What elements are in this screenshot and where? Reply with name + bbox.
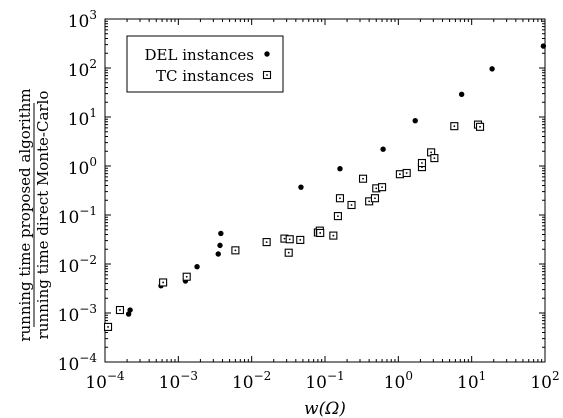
data-point-tc-dot xyxy=(185,275,188,278)
legend-label-tc: TC instances xyxy=(156,67,254,85)
y-tick-label: 10−1 xyxy=(58,204,97,228)
data-point-del xyxy=(540,43,547,49)
data-point-tc-dot xyxy=(299,239,302,241)
data-point-tc xyxy=(262,238,271,247)
x-tick-label: 100 xyxy=(384,369,413,393)
data-point-del xyxy=(412,118,418,124)
y-axis-label: running time proposed algorithm running … xyxy=(16,88,52,341)
data-point-tc xyxy=(430,154,439,163)
data-point-tc-dot xyxy=(319,232,322,234)
data-point-tc-dot xyxy=(162,281,165,284)
data-point-tc-dot xyxy=(374,197,376,200)
data-point-tc xyxy=(182,272,191,281)
data-point-tc xyxy=(296,235,305,244)
data-point-tc-dot xyxy=(368,200,371,203)
x-tick-label: 10−1 xyxy=(305,369,344,393)
y-tick-label: 100 xyxy=(68,155,97,179)
data-point-del xyxy=(380,146,386,152)
y-tick-label: 10−3 xyxy=(58,302,97,326)
data-point-tc xyxy=(333,212,342,221)
data-point-del xyxy=(217,242,223,249)
data-point-del xyxy=(215,251,221,257)
data-point-tc-dot xyxy=(288,238,291,241)
data-point-tc-dot xyxy=(433,157,436,159)
y-tick-label: 101 xyxy=(68,106,97,130)
y-tick-label: 102 xyxy=(68,57,97,81)
data-point-tc xyxy=(395,170,404,179)
data-point-tc xyxy=(284,248,293,257)
data-point-tc-dot xyxy=(362,177,364,180)
data-point-tc xyxy=(285,235,294,244)
data-point-tc-dot xyxy=(339,197,341,200)
x-tick-label: 10−2 xyxy=(232,369,271,393)
data-point-tc xyxy=(115,305,125,315)
data-point-tc xyxy=(316,228,325,238)
data-point-tc xyxy=(450,122,459,131)
data-point-tc-dot xyxy=(119,309,121,311)
data-point-tc-dot xyxy=(375,187,378,190)
data-point-tc-dot xyxy=(398,173,401,176)
y-axis-ticks: 10−4 10−3 10−2 10−1 100 101 102 103 xyxy=(58,8,545,375)
y-axis-label-denominator: running time direct Monte-Carlo xyxy=(34,91,52,340)
series-tc-instances xyxy=(103,120,485,331)
data-point-tc-dot xyxy=(265,241,268,243)
data-point-tc xyxy=(358,174,368,183)
data-point-del xyxy=(194,264,200,270)
data-point-tc xyxy=(402,168,411,178)
data-point-tc-dot xyxy=(234,249,237,252)
legend-label-del: DEL instances xyxy=(145,46,254,64)
y-tick-label: 10−2 xyxy=(58,253,97,277)
data-point-tc-dot xyxy=(283,237,286,240)
data-point-del xyxy=(127,307,133,313)
x-axis-ticks: 10−4 10−3 10−2 10−1 100 101 102 xyxy=(85,19,560,393)
data-point-tc xyxy=(347,200,356,210)
data-point-tc-dot xyxy=(332,234,335,237)
data-point-tc-dot xyxy=(479,125,481,128)
y-tick-label: 10−4 xyxy=(58,351,98,375)
y-tick-label: 103 xyxy=(68,8,97,32)
data-point-tc-dot xyxy=(381,186,383,189)
data-point-del xyxy=(125,311,132,317)
x-tick-label: 101 xyxy=(457,369,486,393)
data-point-tc xyxy=(329,231,338,240)
data-point-tc xyxy=(417,158,427,168)
legend-box xyxy=(126,35,284,93)
data-point-tc xyxy=(370,194,380,203)
data-point-tc-dot xyxy=(453,125,456,128)
data-point-tc xyxy=(103,322,113,331)
data-point-tc-dot xyxy=(107,326,109,328)
data-point-del xyxy=(337,166,343,172)
data-point-tc-dot xyxy=(350,204,353,206)
data-point-tc xyxy=(475,122,485,131)
x-tick-label: 10−4 xyxy=(85,369,125,393)
x-tick-label: 10−3 xyxy=(159,369,198,393)
data-point-tc xyxy=(159,278,168,287)
data-point-tc-dot xyxy=(287,251,290,254)
data-point-del xyxy=(458,91,465,98)
data-point-del xyxy=(489,66,495,72)
x-tick-label: 102 xyxy=(530,369,559,393)
data-point-del xyxy=(298,184,304,190)
data-point-tc-dot xyxy=(430,151,433,154)
legend-marker-del xyxy=(264,51,270,57)
data-point-tc-dot xyxy=(337,215,339,217)
data-point-tc xyxy=(378,183,387,192)
y-axis-label-numerator: running time proposed algorithm xyxy=(16,88,34,341)
series-del-instances xyxy=(125,43,547,317)
data-point-tc xyxy=(231,246,240,255)
data-point-tc xyxy=(335,194,345,203)
data-point-del xyxy=(218,230,224,237)
legend-marker-tc xyxy=(262,70,272,80)
data-point-tc-dot xyxy=(421,162,423,164)
data-point-tc-dot xyxy=(405,172,408,174)
x-axis-label: w(Ω) xyxy=(304,399,346,418)
series-layer xyxy=(103,43,547,331)
legend: DEL instances TC instances xyxy=(126,35,284,93)
